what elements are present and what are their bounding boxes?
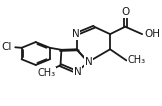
Text: N: N <box>72 29 80 39</box>
Text: CH₃: CH₃ <box>37 68 55 78</box>
Text: CH₃: CH₃ <box>128 55 146 65</box>
Text: OH: OH <box>144 29 160 39</box>
Text: N: N <box>74 67 81 77</box>
Text: Cl: Cl <box>2 42 12 52</box>
Text: O: O <box>121 7 129 17</box>
Text: N: N <box>85 57 93 67</box>
